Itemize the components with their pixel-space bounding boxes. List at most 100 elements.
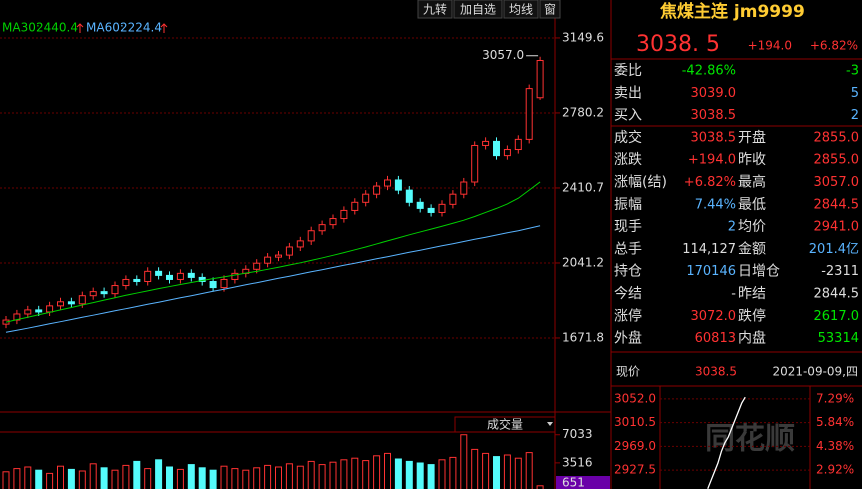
volume-bar (438, 459, 446, 489)
instrument-name: 焦煤主连 jm9999 (659, 1, 805, 22)
volume-bar (275, 466, 282, 489)
toolbar-button[interactable] (417, 0, 453, 19)
quote-value: 2855.0 (814, 130, 860, 145)
quote-value: 2844.5 (814, 197, 860, 212)
volume-bar (362, 460, 370, 489)
volume-bar (2, 471, 10, 489)
ma-line (5, 225, 541, 333)
quote-label: 金额 (738, 241, 766, 257)
quote-label: 最高 (738, 174, 766, 191)
volume-bar (351, 457, 359, 489)
candle-body (35, 309, 43, 313)
quote-value: 3038.5 (691, 130, 737, 145)
quote-label: 成交 (614, 129, 642, 146)
volume-label[interactable]: 成交量 (487, 417, 523, 432)
candle-body (525, 88, 533, 140)
candle-body (187, 272, 195, 278)
candle-body (155, 270, 163, 276)
candle-body (285, 246, 293, 256)
volume-bar (111, 469, 119, 489)
volume-bar (405, 460, 413, 489)
quote-label: 涨停 (614, 307, 642, 324)
volume-bar (525, 452, 533, 489)
quote-value: -3 (846, 64, 859, 79)
quote-value: 2617.0 (814, 309, 860, 324)
quote-label: 持仓 (614, 264, 642, 280)
volume-bar (242, 469, 250, 489)
quote-value: 2 (728, 220, 736, 235)
candle-body (449, 193, 457, 205)
volume-selector[interactable] (454, 416, 556, 433)
toolbar-label[interactable]: 均线 (509, 3, 533, 17)
legend-arrow (160, 23, 168, 33)
volume-bar (13, 468, 21, 489)
legend-name: MA60: (86, 21, 124, 35)
volume-bar (100, 467, 108, 489)
quote-label: 日增仓 (738, 264, 780, 280)
volume-bar (166, 466, 173, 489)
toolbar-label[interactable]: 加自选 (460, 3, 496, 17)
volume-bar (89, 463, 97, 489)
candle-body (57, 301, 64, 307)
quote-value: 114,127 (682, 242, 736, 257)
volume-bar (155, 459, 163, 489)
toolbar-button[interactable] (539, 0, 561, 19)
quote-label: 涨幅(结) (614, 175, 667, 191)
quote-label: 卖出 (614, 85, 642, 101)
quote-value: 2844.5 (814, 287, 860, 302)
candle-body (166, 274, 173, 280)
volume-bar (493, 456, 500, 489)
quote-label: 均价 (738, 219, 766, 235)
volume-bar (329, 461, 337, 489)
candle-body (122, 278, 130, 287)
y-tick-label: 3149.6 (562, 30, 604, 44)
volume-bar (198, 467, 206, 489)
volume-bar (35, 469, 43, 489)
candle-body (438, 203, 446, 213)
candle-body (24, 309, 32, 315)
quote-label: 涨跌 (614, 152, 642, 168)
volume-bar (514, 457, 522, 489)
toolbar-button[interactable] (503, 0, 539, 19)
quote-label: 开盘 (738, 129, 766, 146)
quote-label: 现手 (614, 219, 642, 235)
toolbar-label[interactable]: 窗 (544, 3, 556, 17)
quote-label: 买入 (614, 108, 642, 124)
toolbar-button[interactable] (453, 0, 503, 19)
volume-bar (460, 434, 468, 489)
mini-pct-label: 4.38% (816, 439, 854, 453)
legend-value: 2224.4 (120, 21, 162, 35)
volume-bar (57, 465, 64, 489)
candle-body (253, 262, 261, 270)
volume-bar (296, 465, 304, 489)
candle-body (67, 301, 75, 305)
quote-value: -2311 (821, 264, 859, 279)
candle-body (231, 272, 239, 280)
quote-value: 7.44% (695, 197, 736, 212)
candle-body (307, 230, 315, 242)
candle-body (471, 144, 479, 183)
quote-label: 最低 (738, 197, 766, 213)
quote-value: -42.86% (682, 64, 736, 79)
volume-bar (536, 485, 544, 489)
candle-body (100, 291, 108, 295)
quote-value: 201.4亿 (809, 242, 859, 257)
legend-name: MA30: (2, 21, 40, 35)
quote-label: 外盘 (614, 330, 642, 347)
candle-body (144, 270, 152, 282)
toolbar-label[interactable]: 九转 (423, 2, 447, 17)
quote-label: 昨结 (738, 286, 766, 302)
volume-bar (78, 470, 86, 489)
quote-value: 170146 (686, 264, 736, 279)
mini-tick-label: 3010.5 (614, 415, 656, 429)
change-pct: +6.82% (810, 39, 858, 53)
candle-body (220, 278, 228, 289)
change: +194.0 (748, 39, 792, 53)
intraday-line (707, 396, 746, 489)
quote-label: 总手 (614, 241, 642, 257)
volume-bar (416, 462, 424, 489)
current-volume: 651 (562, 476, 585, 489)
legend-value: 2440.4 (36, 21, 78, 35)
mini-tick-label: 2969.0 (614, 439, 656, 453)
